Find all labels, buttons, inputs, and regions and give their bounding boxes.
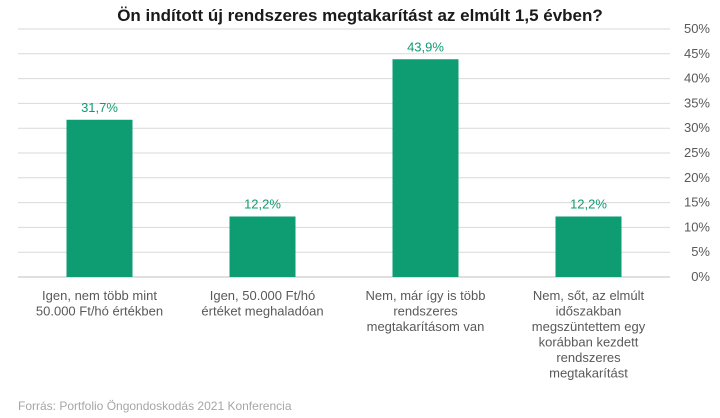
y-tick-label: 15% (684, 195, 710, 210)
y-tick-label: 10% (684, 219, 710, 234)
y-axis-ticks: 0% 5% 10% 15% 20% 25% 30% 35% 40% 45% 50% (684, 21, 710, 284)
category-label: Igen, nem több mint 50.000 Ft/hó értékben (36, 288, 163, 319)
bar (555, 216, 622, 277)
category-label: Nem, már így is több rendszeres megtakarít… (366, 288, 486, 334)
y-tick-label: 20% (684, 170, 710, 185)
bar (392, 59, 459, 278)
value-labels: 31,7% 12,2% 43,9% 12,2% (81, 39, 607, 211)
y-tick-label: 35% (684, 95, 710, 110)
bar (229, 216, 296, 277)
y-tick-label: 50% (684, 21, 710, 36)
y-tick-label: 30% (684, 120, 710, 135)
bar-value-label: 31,7% (81, 100, 118, 115)
bar-value-label: 12,2% (570, 196, 607, 211)
bar-value-label: 43,9% (407, 39, 444, 54)
bar (66, 119, 133, 277)
category-label: Nem, sőt, az elmúlt időszakban megszüntett… (532, 288, 646, 381)
y-tick-label: 5% (691, 244, 710, 259)
category-label: Igen, 50.000 Ft/hó értéket meghaladóan (201, 288, 323, 319)
chart-title: Ön indított új rendszeres megtakarítást … (117, 6, 603, 25)
y-tick-label: 25% (684, 145, 710, 160)
category-labels: Igen, nem több mint 50.000 Ft/hó értékben… (36, 288, 646, 381)
source-note: Forrás: Portfolio Öngondoskodás 2021 Kon… (18, 399, 292, 413)
y-tick-label: 40% (684, 71, 710, 86)
bar-value-label: 12,2% (244, 196, 281, 211)
bars (66, 59, 622, 278)
y-tick-label: 0% (691, 269, 710, 284)
y-tick-label: 45% (684, 46, 710, 61)
